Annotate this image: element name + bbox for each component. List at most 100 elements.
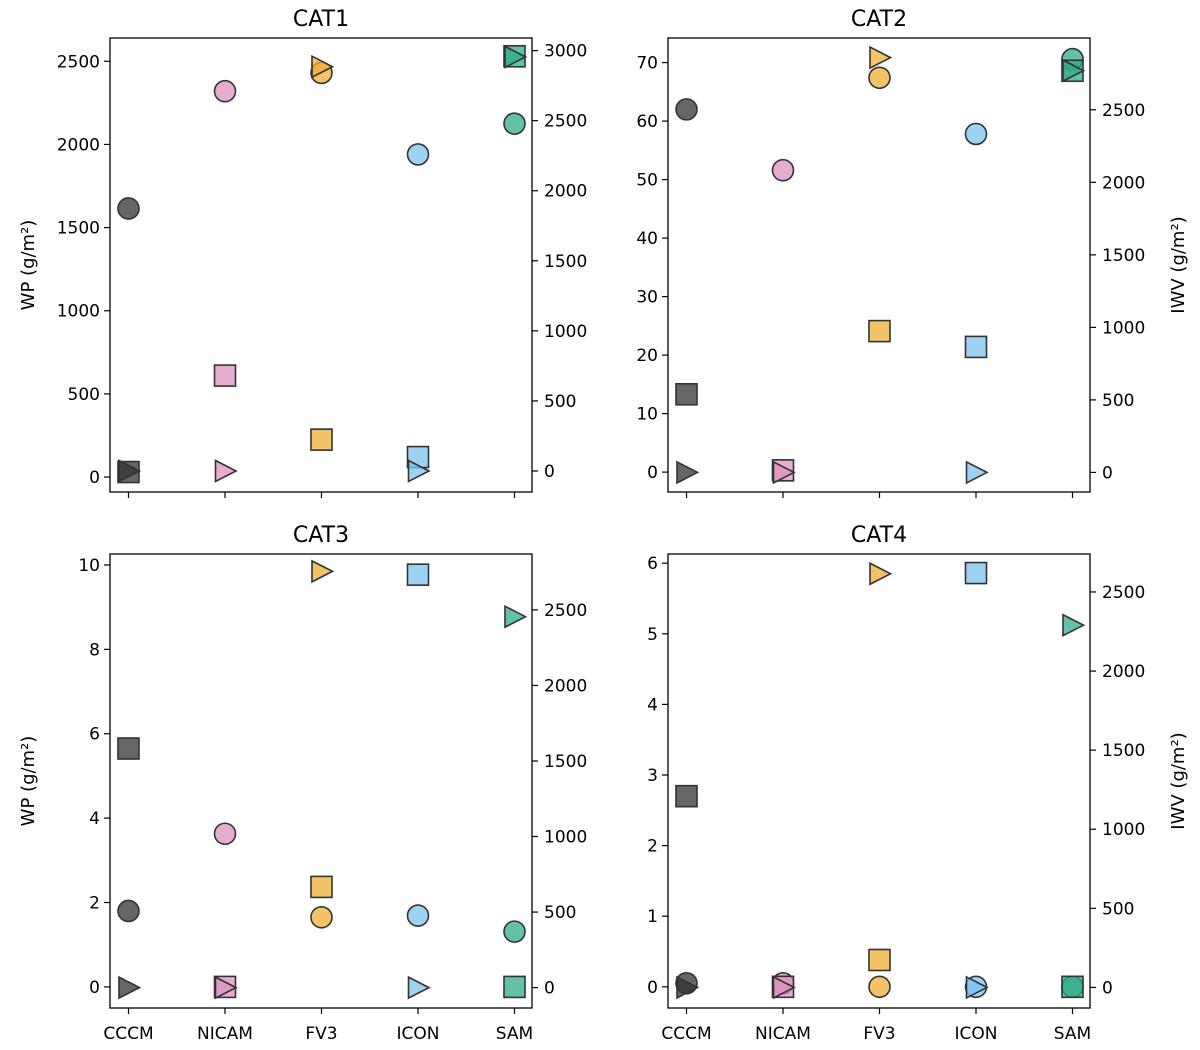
data-point-square bbox=[964, 561, 988, 585]
y-axis-label-right: IWV (g/m²) bbox=[1168, 216, 1189, 313]
y-tick-label-right: 2500 bbox=[1102, 583, 1145, 603]
data-point-triangle-right bbox=[504, 45, 528, 69]
data-point-circle bbox=[964, 122, 988, 146]
data-point-triangle-right bbox=[118, 975, 142, 1000]
subplot-cat2: CAT2 0 10 20 30 40 50 60 70 0 500 1000 1500 2000 2500 I… bbox=[636, 7, 1189, 498]
y-tick-label-right: 1500 bbox=[544, 752, 587, 772]
data-point-triangle-right bbox=[1062, 613, 1086, 637]
y-tick-label-right: 2500 bbox=[544, 601, 587, 621]
y-tick-label-right: 0 bbox=[1102, 463, 1113, 483]
x-tick-label: SAM bbox=[1054, 1024, 1091, 1044]
y-tick-label-left: 5 bbox=[647, 625, 658, 645]
y-tick-label-left: 40 bbox=[636, 229, 658, 249]
y-tick-label-right: 2500 bbox=[1102, 101, 1145, 121]
x-tick-label: ICON bbox=[397, 1024, 440, 1044]
y-tick-label-left: 20 bbox=[636, 346, 658, 366]
data-point-circle bbox=[868, 975, 891, 999]
data-point-circle bbox=[771, 158, 795, 182]
y-tick-label-right: 1000 bbox=[544, 322, 587, 342]
data-point-square bbox=[1061, 975, 1084, 999]
y-tick-label-left: 1000 bbox=[57, 302, 100, 322]
y-tick-label-right: 500 bbox=[544, 392, 576, 412]
data-point-triangle-right bbox=[676, 975, 700, 1000]
data-point-circle bbox=[213, 822, 237, 846]
y-tick-label-right: 2000 bbox=[1102, 173, 1145, 193]
x-tick-label: FV3 bbox=[863, 1024, 895, 1044]
subplot-title: CAT3 bbox=[293, 523, 349, 548]
y-tick-label-right: 0 bbox=[1102, 978, 1113, 998]
x-tick-label: CCCM bbox=[103, 1024, 153, 1044]
x-tick-label: SAM bbox=[496, 1024, 533, 1044]
y-tick-label-left: 4 bbox=[647, 695, 658, 715]
y-tick-label-right: 0 bbox=[544, 462, 555, 482]
data-point-circle bbox=[503, 920, 526, 943]
y-tick-label-left: 6 bbox=[647, 554, 658, 574]
data-point-square bbox=[213, 364, 237, 387]
data-point-triangle-right bbox=[869, 45, 893, 70]
y-tick-label-right: 1000 bbox=[1102, 820, 1145, 840]
x-tick-label: NICAM bbox=[197, 1024, 253, 1044]
data-point-square bbox=[675, 382, 698, 406]
y-tick-label-left: 50 bbox=[636, 171, 658, 191]
x-tick-label: FV3 bbox=[305, 1024, 337, 1044]
y-tick-label-right: 2000 bbox=[1102, 662, 1145, 682]
y-tick-label-left: 6 bbox=[89, 725, 100, 745]
data-point-triangle-right bbox=[869, 561, 893, 586]
y-tick-label-left: 0 bbox=[89, 468, 100, 488]
data-point-square bbox=[310, 428, 333, 451]
data-point-circle bbox=[213, 79, 237, 103]
data-point-square bbox=[675, 784, 698, 808]
data-point-triangle-right bbox=[965, 975, 989, 1000]
x-tick-label: NICAM bbox=[755, 1024, 811, 1044]
plot-frame bbox=[109, 37, 533, 493]
y-tick-label-left: 8 bbox=[89, 640, 100, 660]
y-tick-label-right: 1000 bbox=[1102, 318, 1145, 338]
y-tick-label-left: 10 bbox=[636, 405, 658, 425]
data-point-square bbox=[868, 319, 891, 343]
data-point-circle bbox=[117, 899, 140, 923]
data-point-triangle-right bbox=[504, 604, 528, 629]
y-tick-label-left: 1 bbox=[647, 907, 658, 927]
data-point-circle bbox=[503, 112, 526, 135]
y-tick-label-left: 0 bbox=[647, 463, 658, 483]
data-point-triangle-right bbox=[772, 460, 796, 485]
data-point-triangle-right bbox=[214, 975, 238, 1000]
y-tick-label-left: 3 bbox=[647, 766, 658, 786]
y-axis-label-left: WP (g/m²) bbox=[18, 736, 39, 827]
y-tick-label-left: 1500 bbox=[57, 219, 100, 239]
subplot-title: CAT2 bbox=[851, 7, 907, 32]
y-tick-label-left: 30 bbox=[636, 288, 658, 308]
y-tick-label-left: 2500 bbox=[57, 52, 100, 72]
data-point-triangle-right bbox=[1062, 58, 1086, 83]
y-tick-label-right: 1500 bbox=[1102, 246, 1145, 266]
data-point-triangle-right bbox=[214, 459, 238, 483]
plot-frame bbox=[667, 37, 1091, 493]
plot-frame bbox=[109, 553, 533, 1009]
data-point-triangle-right bbox=[772, 975, 796, 1000]
y-tick-label-left: 10 bbox=[78, 556, 100, 576]
y-tick-label-left: 2000 bbox=[57, 135, 100, 155]
data-point-triangle-right bbox=[676, 460, 700, 485]
data-point-triangle-right bbox=[965, 460, 989, 485]
y-tick-label-right: 500 bbox=[1102, 391, 1134, 411]
x-tick-label: CCCM bbox=[661, 1024, 711, 1044]
y-tick-label-right: 2000 bbox=[544, 182, 587, 202]
y-axis-label-left: WP (g/m²) bbox=[18, 220, 39, 311]
subplot-cat4: CAT4 0 1 2 3 4 5 6 0 500 1000 1500 2000 2500 CCCM NICAM… bbox=[647, 523, 1189, 1044]
data-point-circle bbox=[868, 66, 891, 90]
y-tick-label-right: 2500 bbox=[544, 112, 587, 132]
data-point-circle bbox=[310, 905, 333, 929]
y-tick-label-right: 1500 bbox=[1102, 741, 1145, 761]
data-point-square bbox=[964, 335, 988, 359]
data-point-square bbox=[868, 948, 891, 972]
y-tick-label-left: 0 bbox=[89, 978, 100, 998]
y-tick-label-left: 500 bbox=[68, 385, 100, 405]
y-tick-label-right: 0 bbox=[544, 979, 555, 999]
y-tick-label-right: 2000 bbox=[544, 676, 587, 696]
y-tick-label-left: 2 bbox=[89, 894, 100, 914]
y-tick-label-left: 4 bbox=[89, 809, 100, 829]
y-tick-label-left: 70 bbox=[636, 54, 658, 74]
subplot-title: CAT1 bbox=[293, 7, 349, 32]
y-tick-label-right: 1000 bbox=[544, 828, 587, 848]
